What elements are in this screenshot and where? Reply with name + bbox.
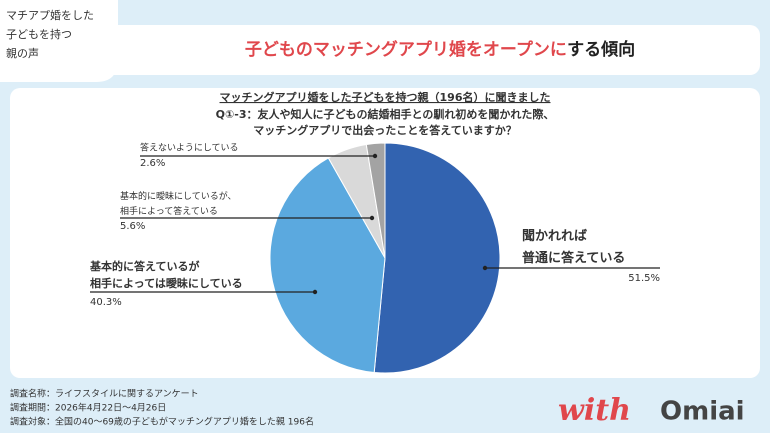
badge-text: 子どもを持つ — [6, 27, 72, 41]
leader-dot — [312, 289, 318, 295]
footer-text: 調査対象：全国の40～69歳の子どもがマッチングアプリ婚をした親 196名 — [10, 416, 314, 428]
slice-label: 答えないようにしている — [140, 142, 239, 154]
value-label: 2.6% — [140, 158, 165, 169]
value-label: 5.6% — [120, 221, 145, 232]
badge-text: 親の声 — [6, 46, 39, 60]
chart-title: マッチングアプリで出会ったことを答えていますか？ — [253, 123, 516, 137]
footer-text: 調査名称：ライフスタイルに関するアンケート — [10, 388, 199, 400]
leader-dot — [482, 265, 488, 271]
slice-label: 基本的に曖昧にしているが、相手によって答えている — [120, 190, 237, 217]
value-label: 40.3% — [90, 297, 122, 308]
chart-title: Q①-3：友人や知人に子どもの結婚相手との馴れ初めを聞かれた際、 — [216, 107, 555, 121]
badge — [0, 0, 118, 82]
chart-title: マッチングアプリ婚をした子どもを持つ親（196名）に聞きました — [220, 90, 551, 104]
logo-script: with — [558, 393, 631, 428]
title-highlight: 子どものマッチングアプリ婚をオープンに — [245, 39, 567, 60]
value-label: 51.5% — [628, 273, 660, 284]
footer-text: 調査期間：2026年4月22日～4月26日 — [10, 402, 166, 414]
pie-slice — [365, 142, 386, 259]
title-rest: する傾向 — [567, 39, 635, 60]
leader-dot — [372, 153, 378, 159]
title-panel — [10, 25, 760, 75]
leader-dot — [369, 215, 375, 221]
page-title: 子どものマッチングアプリ婚をオープンにする傾向 — [245, 39, 635, 60]
badge-text: マチアプ婚をした — [6, 8, 94, 22]
pie-slice — [269, 157, 386, 374]
slice-label: 基本的に答えているが相手によっては曖昧にしている — [89, 259, 243, 290]
pie-slice — [373, 142, 501, 374]
slice-label: 聞かれれば普通に答えている — [522, 229, 625, 266]
logo-name: Omiai — [660, 397, 745, 427]
